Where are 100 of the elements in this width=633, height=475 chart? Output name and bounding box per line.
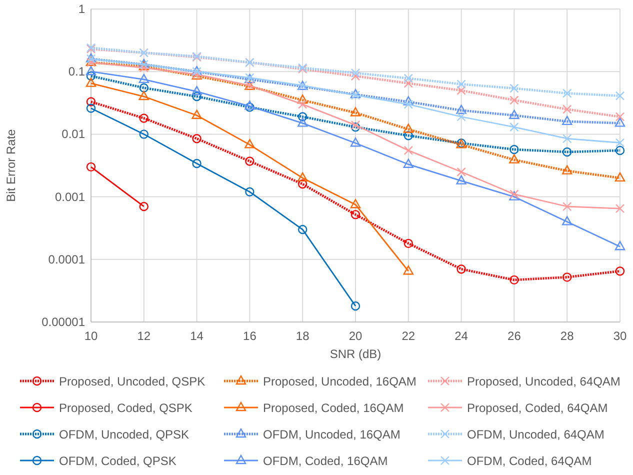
- point: [192, 134, 202, 144]
- point: [456, 80, 466, 89]
- point: [562, 165, 572, 174]
- legend-label: OFDM, Uncoded, 64QAM: [467, 428, 604, 442]
- x-tick-label: 24: [454, 329, 468, 343]
- point: [510, 144, 519, 154]
- x-tick-label: 12: [137, 329, 151, 343]
- point: [615, 204, 625, 214]
- point: [510, 122, 519, 132]
- point: [138, 74, 149, 84]
- x-tick-label: 20: [348, 329, 362, 343]
- point: [298, 179, 308, 189]
- point: [562, 147, 572, 157]
- point: [139, 202, 148, 212]
- point: [614, 241, 626, 250]
- point: [298, 118, 308, 127]
- point: [615, 91, 625, 100]
- point: [614, 118, 626, 127]
- point: [350, 210, 360, 220]
- legend-label: OFDM, Uncoded, 16QAM: [263, 428, 400, 442]
- legend-label: OFDM, Coded, 16QAM: [263, 454, 388, 468]
- point: [244, 139, 255, 148]
- point: [350, 71, 360, 81]
- point: [192, 86, 202, 96]
- point: [138, 90, 149, 100]
- point: [510, 275, 519, 285]
- point: [404, 146, 413, 156]
- point: [86, 162, 96, 172]
- point: [615, 138, 625, 148]
- point: [139, 63, 148, 72]
- point: [562, 202, 572, 212]
- point: [86, 104, 96, 113]
- point: [403, 266, 414, 275]
- y-tick-label: 0.00001: [42, 315, 86, 329]
- x-tick-label: 26: [508, 329, 522, 343]
- point: [615, 146, 625, 156]
- point: [456, 175, 466, 184]
- point: [456, 264, 466, 274]
- point: [562, 134, 572, 144]
- point: [510, 96, 519, 105]
- point: [404, 238, 413, 248]
- point: [139, 114, 148, 123]
- legend-label: OFDM, Uncoded, QPSK: [59, 428, 190, 442]
- point: [139, 130, 148, 139]
- point: [562, 88, 572, 98]
- legend-label: OFDM, Coded, 64QAM: [467, 454, 592, 468]
- point: [192, 158, 202, 168]
- legend-label: Proposed, Coded, QSPK: [59, 401, 192, 415]
- point: [456, 167, 466, 176]
- point: [350, 68, 360, 78]
- x-tick-label: 16: [243, 329, 257, 343]
- point: [86, 97, 96, 106]
- point: [245, 156, 254, 166]
- x-tick-label: 10: [84, 329, 98, 343]
- point: [404, 78, 413, 88]
- point: [562, 216, 572, 226]
- x-tick-label: 30: [613, 329, 627, 343]
- point: [298, 172, 308, 182]
- x-tick-label: 14: [190, 329, 204, 343]
- point: [139, 83, 148, 92]
- legend-label: Proposed, Coded, 16QAM: [263, 401, 404, 415]
- point: [350, 138, 361, 147]
- point: [404, 74, 413, 83]
- legend-label: OFDM, Coded, QPSK: [59, 454, 176, 468]
- point: [404, 100, 413, 109]
- point: [86, 66, 96, 76]
- y-tick-label: 1: [78, 2, 86, 16]
- point: [403, 124, 414, 133]
- y-axis-title: Bit Error Rate: [4, 128, 18, 202]
- y-tick-label: 0.01: [62, 127, 86, 142]
- point: [614, 172, 626, 182]
- point: [86, 78, 96, 87]
- legend-label: Proposed, Uncoded, QSPK: [59, 374, 206, 388]
- x-tick-label: 18: [296, 329, 310, 343]
- legend-label: Proposed, Coded, 64QAM: [467, 401, 608, 415]
- y-tick-label: 0.001: [54, 190, 86, 204]
- point: [350, 107, 361, 116]
- point: [456, 86, 466, 96]
- point: [86, 71, 96, 81]
- x-tick-label: 28: [560, 329, 574, 343]
- point: [509, 110, 520, 119]
- y-tick-label: 0.1: [68, 64, 86, 79]
- point: [245, 102, 254, 112]
- point: [192, 110, 202, 119]
- x-tick-label: 22: [402, 329, 416, 343]
- point: [350, 199, 361, 208]
- point: [615, 112, 625, 122]
- point: [456, 104, 466, 114]
- point: [298, 100, 308, 109]
- legend-label: Proposed, Uncoded, 64QAM: [467, 374, 620, 388]
- y-tick-label: 0.0001: [48, 252, 86, 266]
- point: [350, 301, 360, 311]
- x-axis-title: SNR (dB): [330, 347, 382, 361]
- point: [562, 272, 572, 282]
- point: [298, 94, 308, 104]
- point: [456, 112, 466, 122]
- point: [562, 104, 572, 114]
- point: [562, 116, 572, 126]
- point: [403, 158, 414, 168]
- point: [298, 112, 308, 122]
